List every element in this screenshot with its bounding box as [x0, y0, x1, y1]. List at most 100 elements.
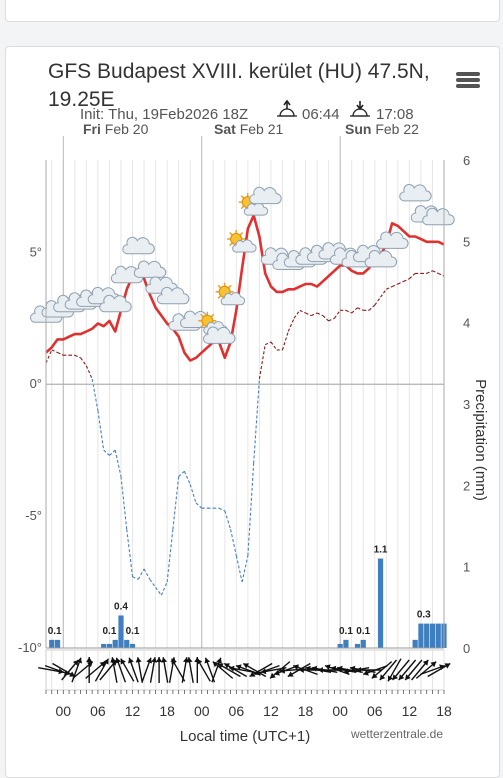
- precip-axis-title: Precipitation (mm): [472, 379, 489, 501]
- x-tick-label: 18: [159, 703, 175, 719]
- wind-arrow-head: [337, 665, 343, 672]
- precip-bar: [101, 643, 107, 648]
- dewpoint-segment: [357, 307, 364, 311]
- wind-arrow-head: [317, 667, 323, 673]
- wind-arrow-head: [146, 657, 152, 664]
- cloud-icon: [249, 186, 282, 205]
- x-axis-title: Local time (UTC+1): [180, 728, 310, 745]
- precip-bar: [337, 643, 343, 648]
- dewpoint-segment: [97, 410, 105, 451]
- wind-arrow-head: [87, 661, 93, 668]
- precip-bar: [424, 623, 430, 648]
- dewpoint-segment: [380, 288, 387, 298]
- dewpoint-segment: [120, 476, 128, 530]
- wind-arrow-head: [115, 657, 122, 664]
- dewpoint-segment: [351, 307, 358, 314]
- dewpoint-segment: [230, 529, 237, 556]
- dewpoint-segment: [345, 309, 352, 314]
- dewpoint-segment: [74, 354, 81, 359]
- wind-arrow-head: [171, 658, 177, 665]
- x-tick-label: 06: [229, 703, 245, 719]
- precip-tick-label: 6: [463, 153, 470, 168]
- dewpoint-segment: [160, 581, 168, 596]
- menu-icon-bar: [456, 72, 480, 76]
- x-tick-label: 18: [436, 703, 452, 719]
- init-label: Init: Thu, 19Feb2026 18Z: [80, 106, 248, 123]
- sun-cloud-icon: [226, 229, 257, 253]
- x-tick-label: 06: [367, 703, 383, 719]
- precip-bar: [418, 623, 424, 648]
- meteogram-title: GFS Budapest XVIII. kerület (HU) 47.5N, …: [48, 60, 430, 111]
- dewpoint-segment: [155, 587, 162, 596]
- dewpoint-segment: [258, 344, 266, 380]
- precip-bar: [106, 643, 113, 648]
- wind-arrow-head: [110, 657, 117, 663]
- x-tick-label: 12: [125, 703, 141, 719]
- x-tick-label: 18: [298, 703, 314, 719]
- wind-arrow-head: [120, 658, 126, 665]
- wind-arrow-head: [439, 664, 445, 671]
- wind-arrow-head: [274, 669, 280, 676]
- wind-arrow-head: [343, 668, 349, 675]
- precip-tick-label: 0: [463, 641, 470, 656]
- dewpoint-segment: [85, 365, 93, 380]
- wind-arrow-head: [298, 667, 304, 673]
- credit-label: wetterzentrale.de: [350, 727, 443, 741]
- menu-button[interactable]: [454, 68, 482, 92]
- wind-arrow-head: [379, 674, 386, 680]
- wind-arrow-head: [212, 661, 219, 668]
- menu-icon-bar: [456, 84, 480, 88]
- wind-arrow-head: [287, 671, 294, 677]
- wind-arrow-head: [444, 663, 451, 669]
- wind-arrow-head: [330, 665, 337, 672]
- dewpoint-segment: [264, 341, 272, 346]
- dewpoint-segment: [143, 568, 151, 580]
- wind-arrow-head: [356, 667, 361, 673]
- dewpoint-segment: [368, 304, 376, 311]
- day-label-sat: Sat Feb 21: [214, 121, 283, 137]
- sunset-icon: [350, 101, 370, 117]
- dewpoint-segment: [224, 510, 232, 530]
- wind-arrow-head: [392, 674, 398, 680]
- cloud-icon: [422, 207, 455, 226]
- precipitation-bars: [49, 558, 447, 648]
- precip-bar: [112, 639, 118, 648]
- dewpoint-segment: [114, 450, 122, 477]
- dewpoint-segment: [311, 312, 318, 317]
- wind-arrow-head: [151, 657, 158, 663]
- day-label-fri: Fri Feb 20: [83, 121, 149, 137]
- x-tick-label: 12: [402, 703, 418, 719]
- dewpoint-segment: [218, 507, 226, 512]
- wind-arrow-head: [135, 657, 142, 663]
- cloud-icon: [376, 231, 409, 249]
- precip-tick-label: 4: [463, 316, 470, 331]
- wind-arrow-head: [216, 657, 222, 664]
- wind-arrow-head: [349, 665, 356, 672]
- wind-arrow-head: [363, 669, 369, 676]
- dewpoint-segment: [386, 286, 393, 290]
- dewpoint-segment: [80, 357, 87, 367]
- day-label-sun: Sun Feb 22: [345, 121, 419, 137]
- day-separators: [62, 136, 341, 648]
- dewpoint-segment: [45, 349, 53, 364]
- wind-arrow-head: [325, 664, 331, 671]
- precip-value-label: 0.1: [48, 626, 62, 637]
- dewpoint-segment: [132, 576, 139, 580]
- cloud-icon: [364, 250, 398, 268]
- precip-bar: [343, 639, 349, 648]
- cloud-icon: [133, 260, 167, 278]
- wind-arrow-head: [76, 657, 82, 664]
- dewpoint-segment: [235, 555, 243, 583]
- dewpoint-segment: [438, 272, 445, 277]
- wind-arrow-head: [398, 674, 405, 680]
- dewpoint-segment: [403, 278, 410, 282]
- previous-card: [5, 0, 500, 22]
- wind-arrow-head: [69, 671, 75, 677]
- precip-value-label: 0.4: [114, 601, 128, 612]
- dewpoint-segment: [195, 502, 203, 509]
- dewpoint-segment: [270, 341, 278, 351]
- dewpoint-segment: [172, 476, 180, 530]
- temp-tick-label: -5°: [25, 508, 42, 523]
- dewpoint-segment: [287, 318, 295, 332]
